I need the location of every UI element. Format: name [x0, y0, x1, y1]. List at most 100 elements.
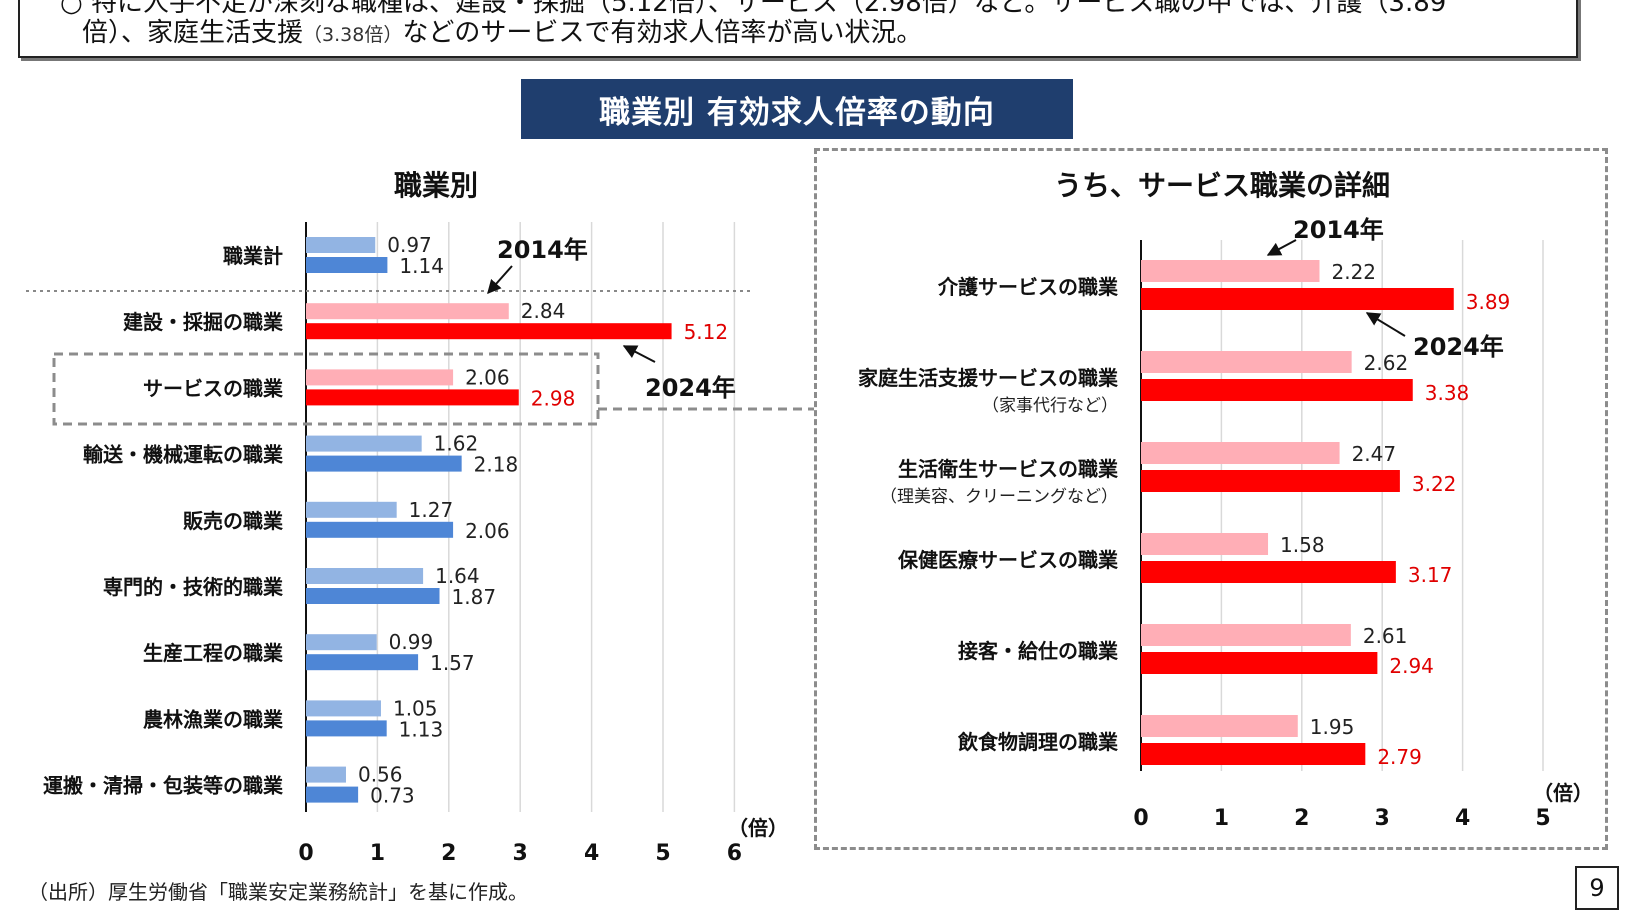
left-x-tick-2: 2 — [441, 841, 456, 866]
left-bar-2024 — [306, 720, 387, 737]
right-value-label-2024: 2.94 — [1389, 654, 1434, 678]
right-bar-2014 — [1141, 624, 1351, 646]
right-bar-2024 — [1141, 652, 1378, 674]
left-value-label-2024: 5.12 — [684, 320, 729, 344]
right-annotation-2014: 2014年 — [1293, 216, 1384, 244]
left-bar-2014 — [306, 369, 454, 386]
left-bar-2024 — [306, 786, 359, 803]
right-category-label: 家庭生活支援サービスの職業 — [858, 366, 1119, 390]
left-annotation-2024: 2024年 — [645, 374, 736, 402]
right-x-tick-2: 2 — [1294, 806, 1309, 831]
summary-line-2-start: 倍）、家庭生活支援 — [82, 18, 304, 48]
right-value-label-2024: 3.89 — [1466, 290, 1511, 314]
left-category-label: サービスの職業 — [143, 376, 284, 400]
right-category-label: 介護サービスの職業 — [937, 275, 1119, 299]
right-value-label-2014: 2.22 — [1331, 260, 1376, 284]
page-number: 9 — [1575, 866, 1619, 910]
left-value-label-2014: 1.27 — [409, 498, 454, 522]
left-category-label: 職業計 — [223, 244, 283, 268]
left-bar-2014 — [306, 568, 424, 584]
right-category-note: （理美容、クリーニングなど） — [880, 487, 1118, 507]
right-bar-2024 — [1141, 743, 1366, 765]
summary-line-2-ratio: （3.38倍） — [303, 24, 403, 46]
left-bar-2014 — [306, 237, 376, 253]
left-category-label: 販売の職業 — [183, 509, 284, 533]
right-value-label-2014: 2.61 — [1363, 624, 1408, 648]
left-bar-2024 — [306, 521, 454, 538]
left-bar-2014 — [306, 766, 346, 783]
right-bar-2024 — [1141, 470, 1400, 492]
right-bar-2014 — [1141, 351, 1352, 373]
left-bar-2014 — [306, 634, 377, 651]
right-value-label-2024: 3.17 — [1408, 563, 1453, 587]
summary-line-1: ○ 特に人手不足が深刻な職種は、建設・採掘（5.12倍）、サービス（2.98倍）… — [60, 0, 1447, 18]
right-bar-2024 — [1141, 288, 1454, 310]
right-annotation-2024: 2024年 — [1413, 333, 1504, 361]
left-bar-2014 — [306, 303, 509, 320]
left-value-label-2014: 1.05 — [393, 696, 438, 720]
left-value-label-2024: 2.18 — [474, 453, 519, 477]
left-value-label-2014: 2.06 — [465, 365, 510, 389]
left-value-label-2014: 0.99 — [389, 630, 434, 654]
left-x-tick-5: 5 — [655, 841, 670, 866]
left-x-tick-1: 1 — [370, 841, 385, 866]
left-bar-2014 — [306, 435, 422, 452]
source-footnote: （出所）厚生労働省「職業安定業務統計」を基に作成。 — [28, 880, 528, 904]
left-value-label-2024: 1.57 — [430, 651, 475, 675]
left-arrow-2014 — [487, 265, 513, 295]
left-bar-2024 — [306, 654, 419, 671]
right-x-axis-unit: （倍） — [1533, 781, 1593, 805]
left-x-tick-0: 0 — [298, 841, 313, 866]
left-bar-2024 — [306, 455, 462, 472]
left-x-axis-unit: （倍） — [728, 816, 788, 840]
left-value-label-2014: 1.64 — [435, 564, 480, 588]
right-category-note: （家事代行など） — [982, 396, 1118, 416]
service-detail-panel — [814, 148, 1608, 850]
left-arrow-2024 — [622, 345, 656, 363]
left-category-label: 建設・採掘の職業 — [123, 310, 284, 334]
right-x-tick-0: 0 — [1133, 806, 1148, 831]
right-bar-2014 — [1141, 442, 1340, 464]
left-value-label-2014: 1.62 — [434, 432, 479, 456]
left-category-label: 生産工程の職業 — [143, 641, 284, 665]
left-value-label-2024: 2.98 — [531, 386, 576, 410]
summary-line-2-end: などのサービスで有効求人倍率が高い状況。 — [402, 18, 923, 48]
right-category-label: 飲食物調理の職業 — [957, 730, 1119, 754]
right-value-label-2014: 1.95 — [1310, 715, 1355, 739]
left-value-label-2024: 1.14 — [399, 254, 444, 278]
right-category-label: 生活衛生サービスの職業 — [898, 457, 1119, 481]
left-value-label-2024: 1.13 — [399, 717, 444, 741]
right-value-label-2024: 3.38 — [1425, 381, 1470, 405]
left-category-label: 農林漁業の職業 — [143, 707, 284, 731]
right-bar-2024 — [1141, 379, 1413, 401]
summary-box: ○ 特に人手不足が深刻な職種は、建設・採掘（5.12倍）、サービス（2.98倍）… — [18, 0, 1578, 58]
right-bar-2014 — [1141, 533, 1269, 555]
right-x-tick-3: 3 — [1375, 806, 1390, 831]
left-x-tick-3: 3 — [513, 841, 528, 866]
right-chart-title: うち、サービス職業の詳細 — [1054, 169, 1390, 202]
right-bar-2014 — [1141, 260, 1320, 282]
left-value-label-2014: 0.56 — [358, 763, 403, 787]
right-x-tick-5: 5 — [1535, 806, 1550, 831]
right-arrow-2014 — [1266, 239, 1297, 256]
right-value-label-2014: 2.62 — [1364, 351, 1409, 375]
right-x-tick-4: 4 — [1455, 806, 1470, 831]
left-category-label: 専門的・技術的職業 — [103, 575, 284, 599]
chart-banner-title: 職業別 有効求人倍率の動向 — [521, 79, 1073, 139]
left-value-label-2014: 0.97 — [387, 233, 432, 257]
right-value-label-2014: 1.58 — [1280, 533, 1325, 557]
summary-line-2: 倍）、家庭生活支援（3.38倍）などのサービスで有効求人倍率が高い状況。 — [82, 12, 922, 49]
left-bar-2024 — [306, 257, 388, 273]
right-value-label-2024: 3.22 — [1412, 472, 1457, 496]
left-annotation-2014: 2014年 — [497, 236, 588, 264]
left-category-label: 輸送・機械運転の職業 — [83, 443, 284, 467]
left-bar-2024 — [306, 389, 519, 406]
right-bar-2014 — [1141, 715, 1298, 737]
right-category-label: 保健医療サービスの職業 — [897, 548, 1119, 572]
left-bar-2014 — [306, 501, 397, 518]
left-bar-2024 — [306, 588, 440, 604]
left-value-label-2024: 0.73 — [370, 784, 415, 808]
right-bar-2024 — [1141, 561, 1396, 583]
left-value-label-2014: 2.84 — [521, 299, 566, 323]
